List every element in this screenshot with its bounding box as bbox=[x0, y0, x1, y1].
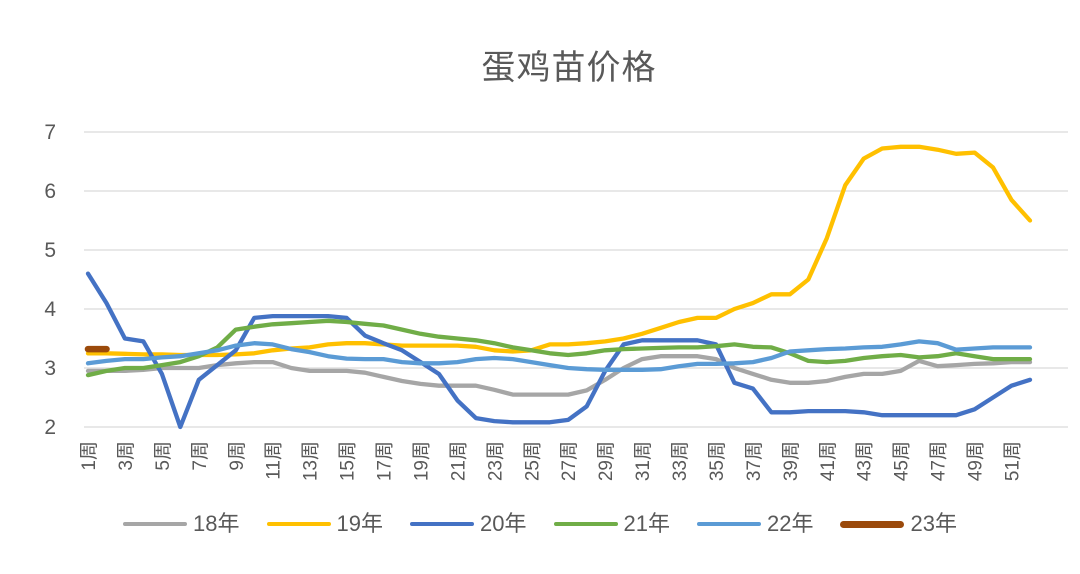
legend-label: 23年 bbox=[910, 511, 957, 536]
y-tick-label: 3 bbox=[44, 357, 56, 380]
x-tick-label: 9周 bbox=[227, 441, 248, 471]
x-tick-label: 29周 bbox=[596, 441, 617, 481]
y-tick-label: 2 bbox=[44, 416, 56, 439]
x-tick-label: 17周 bbox=[375, 441, 396, 481]
series-line-22年 bbox=[85, 339, 1033, 372]
x-tick-label: 23周 bbox=[485, 441, 506, 481]
x-tick-label: 11周 bbox=[264, 441, 285, 480]
x-tick-label: 35周 bbox=[707, 441, 728, 481]
legend-label: 22年 bbox=[766, 511, 814, 536]
chart-title: 蛋鸡苗价格 bbox=[481, 50, 657, 87]
legend-swatch-18年 bbox=[123, 522, 188, 526]
x-tick-label: 15周 bbox=[338, 441, 359, 481]
x-tick-label: 7周 bbox=[190, 441, 211, 471]
series-line-19年 bbox=[85, 144, 1033, 358]
x-tick-label: 27周 bbox=[559, 441, 580, 481]
x-tick-label: 47周 bbox=[929, 441, 950, 481]
x-tick-label: 43周 bbox=[855, 441, 876, 481]
legend-item-22年: 22年 bbox=[696, 511, 814, 536]
legend-swatch-23年 bbox=[840, 520, 905, 528]
x-tick-label: 41周 bbox=[818, 441, 839, 481]
legend-item-23年: 23年 bbox=[840, 511, 957, 536]
x-tick-label: 19周 bbox=[411, 441, 432, 481]
legend-item-19年: 19年 bbox=[266, 511, 384, 536]
legend-item-20年: 20年 bbox=[410, 511, 527, 536]
legend-swatch-22年 bbox=[696, 522, 761, 526]
x-tick-label: 21周 bbox=[448, 441, 469, 481]
legend-item-18年: 18年 bbox=[123, 511, 240, 536]
x-tick-label: 37周 bbox=[744, 441, 765, 481]
x-tick-label: 33周 bbox=[670, 441, 691, 481]
y-tick-label: 6 bbox=[44, 180, 56, 203]
legend-label: 19年 bbox=[336, 511, 384, 536]
legend-swatch-20年 bbox=[410, 522, 475, 526]
chart-legend: 18年 19年 20年 21年 22年 23年 bbox=[0, 513, 1080, 535]
x-tick-label: 5周 bbox=[153, 441, 174, 471]
x-tick-label: 45周 bbox=[892, 441, 913, 481]
x-tick-label: 13周 bbox=[301, 441, 322, 481]
legend-label: 18年 bbox=[193, 511, 240, 536]
x-tick-label: 1周 bbox=[79, 441, 100, 471]
legend-label: 20年 bbox=[480, 511, 527, 536]
x-tick-label: 3周 bbox=[116, 441, 137, 471]
y-tick-label: 4 bbox=[44, 298, 56, 321]
x-tick-label: 39周 bbox=[781, 441, 802, 481]
x-tick-label: 49周 bbox=[966, 441, 987, 481]
x-tick-label: 25周 bbox=[522, 441, 543, 481]
series-line-20年 bbox=[85, 271, 1033, 430]
legend-label: 21年 bbox=[623, 511, 670, 536]
legend-swatch-21年 bbox=[553, 522, 618, 526]
y-tick-label: 7 bbox=[44, 121, 56, 144]
series-line-18年 bbox=[85, 354, 1033, 397]
legend-item-21年: 21年 bbox=[553, 511, 670, 536]
x-tick-label: 31周 bbox=[633, 441, 654, 481]
x-tick-label: 51周 bbox=[1003, 441, 1024, 481]
y-tick-label: 5 bbox=[44, 239, 56, 262]
series-line-21年 bbox=[85, 318, 1033, 378]
legend-swatch-19年 bbox=[266, 522, 331, 526]
